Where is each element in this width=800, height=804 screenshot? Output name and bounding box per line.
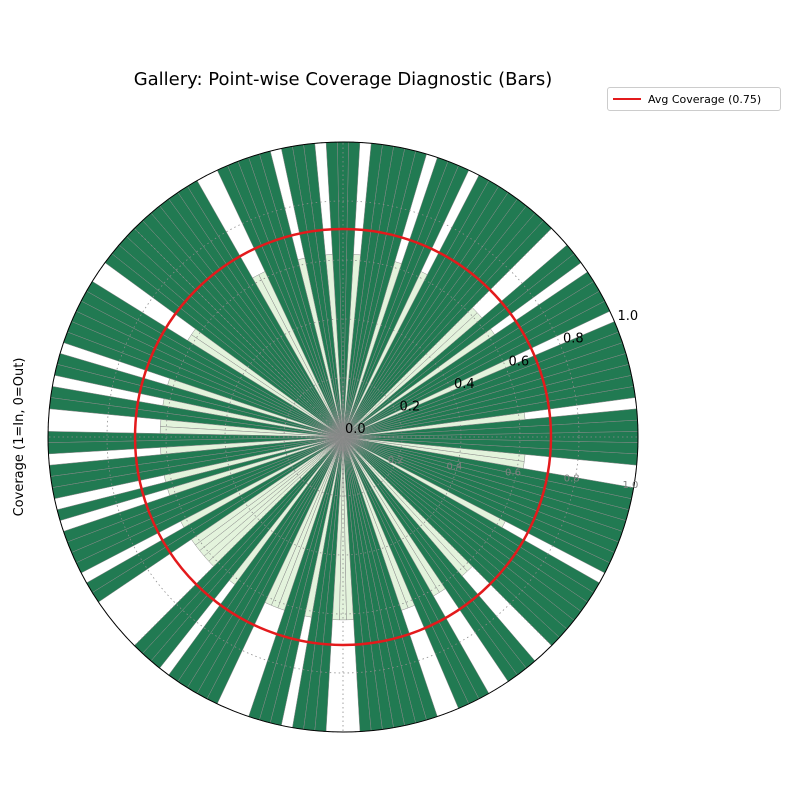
legend-swatch-avg	[613, 98, 641, 100]
chart-title: Gallery: Point-wise Coverage Diagnostic …	[134, 69, 553, 90]
legend-label-avg: Avg Coverage (0.75)	[648, 92, 762, 106]
radial-tick-label-faint-1: 0.2	[388, 455, 404, 466]
grid-layer	[47, 141, 639, 733]
radial-tick-label-faint-5: 1.0	[622, 480, 638, 491]
avg-coverage-line	[133, 227, 553, 647]
bars-layer	[47, 141, 639, 732]
y-axis-label: Coverage (1=In, 0=Out)	[12, 358, 27, 517]
radial-tick-label-faint-4: 0.8	[564, 474, 580, 485]
grid-circle-3	[106, 200, 580, 674]
radial-tick-label-0: 0.0	[345, 422, 366, 437]
radial-tick-label-faint-2: 0.4	[446, 461, 462, 472]
polar-frame	[47, 141, 639, 733]
legend: Avg Coverage (0.75)	[607, 87, 781, 111]
radial-tick-label-4: 0.8	[563, 332, 584, 347]
radial-tick-label-5: 1.0	[618, 309, 639, 324]
avg-layer	[133, 227, 553, 647]
radial-tick-label-3: 0.6	[509, 354, 530, 369]
radial-tick-label-faint-3: 0.6	[505, 468, 521, 479]
radial-tick-label-1: 0.2	[400, 399, 421, 414]
radial-tick-label-2: 0.4	[454, 377, 475, 392]
radial-ticks: 0.0 0.2 0.4 0.6 0.8 1.0 0.2 0.4 0.6 0.8 1.0	[345, 309, 638, 491]
